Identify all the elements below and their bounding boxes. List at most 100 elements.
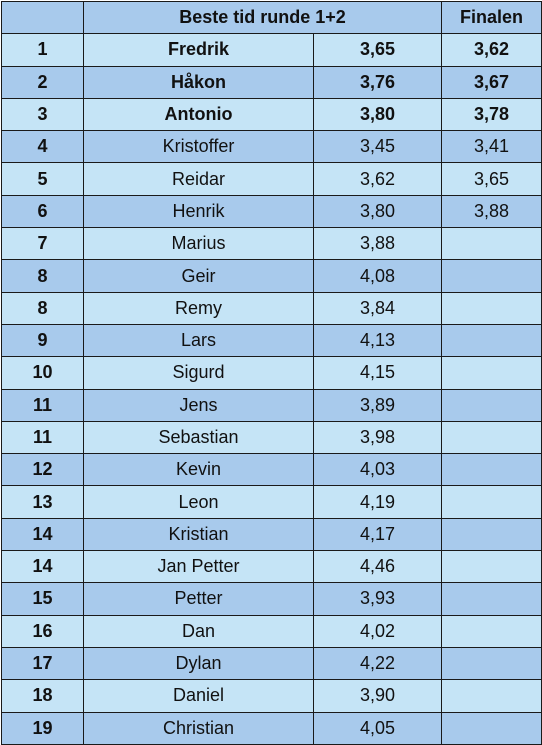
time-cell: 3,62: [313, 162, 442, 196]
time-cell: 3,90: [313, 679, 442, 713]
name-cell: Jan Petter: [83, 550, 314, 584]
header-row: Beste tid runde 1+2 Finalen: [1, 0, 542, 35]
time-cell: 4,22: [313, 646, 442, 681]
final-time-cell: [441, 420, 542, 455]
name-cell: Leon: [83, 485, 314, 519]
rank-cell: 1: [1, 33, 84, 67]
final-time-cell: [441, 227, 542, 261]
time-cell: 3,65: [313, 33, 442, 67]
final-time-cell: [441, 646, 542, 681]
final-time-cell: [441, 614, 542, 648]
time-cell: 3,98: [313, 420, 442, 455]
final-time-cell: [441, 453, 542, 487]
table-row: 7 Marius 3,88: [1, 227, 542, 261]
rank-cell: 3: [1, 97, 84, 132]
final-time-cell: [441, 711, 542, 745]
final-time-cell: [441, 356, 542, 390]
final-time-cell: [441, 259, 542, 293]
final-time-cell: [441, 582, 542, 616]
time-cell: 4,19: [313, 485, 442, 519]
table-row: 4 Kristoffer 3,45 3,41: [1, 130, 542, 164]
name-cell: Fredrik: [83, 33, 314, 67]
table-row: 10 Sigurd 4,15: [1, 356, 542, 390]
rank-cell: 14: [1, 517, 84, 552]
name-cell: Reidar: [83, 162, 314, 196]
name-cell: Lars: [83, 323, 314, 358]
time-cell: 3,89: [313, 388, 442, 422]
header-final: Finalen: [441, 0, 542, 35]
table-row: 16 Dan 4,02: [1, 614, 542, 648]
final-time-cell: 3,65: [441, 162, 542, 196]
rank-cell: 4: [1, 130, 84, 164]
table-row: 5 Reidar 3,62 3,65: [1, 162, 542, 196]
time-cell: 3,76: [313, 65, 442, 99]
final-time-cell: [441, 550, 542, 584]
rank-cell: 9: [1, 323, 84, 358]
header-rank-cell: [1, 0, 84, 35]
final-time-cell: [441, 679, 542, 713]
time-cell: 4,02: [313, 614, 442, 648]
rank-cell: 19: [1, 711, 84, 745]
final-time-cell: [441, 485, 542, 519]
time-cell: 4,17: [313, 517, 442, 552]
rank-cell: 11: [1, 420, 84, 455]
table-row: 8 Geir 4,08: [1, 259, 542, 293]
rank-cell: 17: [1, 646, 84, 681]
rank-cell: 16: [1, 614, 84, 648]
time-cell: 4,03: [313, 453, 442, 487]
time-cell: 3,80: [313, 97, 442, 132]
time-cell: 3,45: [313, 130, 442, 164]
table-row: 15 Petter 3,93: [1, 582, 542, 616]
table-row: 9 Lars 4,13: [1, 323, 542, 358]
table-row: 1 Fredrik 3,65 3,62: [1, 33, 542, 67]
rank-cell: 15: [1, 582, 84, 616]
rank-cell: 8: [1, 259, 84, 293]
name-cell: Marius: [83, 227, 314, 261]
name-cell: Sebastian: [83, 420, 314, 455]
header-best-time: Beste tid runde 1+2: [83, 0, 442, 35]
final-time-cell: [441, 388, 542, 422]
rank-cell: 18: [1, 679, 84, 713]
name-cell: Jens: [83, 388, 314, 422]
table-row: 17 Dylan 4,22: [1, 646, 542, 681]
rank-cell: 10: [1, 356, 84, 390]
table-row: 11 Sebastian 3,98: [1, 420, 542, 455]
final-time-cell: 3,41: [441, 130, 542, 164]
time-cell: 4,05: [313, 711, 442, 745]
rank-cell: 6: [1, 194, 84, 229]
name-cell: Sigurd: [83, 356, 314, 390]
time-cell: 3,80: [313, 194, 442, 229]
name-cell: Daniel: [83, 679, 314, 713]
table-row: 18 Daniel 3,90: [1, 679, 542, 713]
name-cell: Remy: [83, 291, 314, 325]
name-cell: Henrik: [83, 194, 314, 229]
rank-cell: 13: [1, 485, 84, 519]
rank-cell: 11: [1, 388, 84, 422]
table-row: 14 Jan Petter 4,46: [1, 550, 542, 584]
table-row: 13 Leon 4,19: [1, 485, 542, 519]
name-cell: Kristian: [83, 517, 314, 552]
name-cell: Antonio: [83, 97, 314, 132]
rank-cell: 7: [1, 227, 84, 261]
table-row: 14 Kristian 4,17: [1, 517, 542, 552]
table-row: 11 Jens 3,89: [1, 388, 542, 422]
rank-cell: 2: [1, 65, 84, 99]
rank-cell: 14: [1, 550, 84, 584]
rank-cell: 8: [1, 291, 84, 325]
name-cell: Kristoffer: [83, 130, 314, 164]
final-time-cell: 3,78: [441, 97, 542, 132]
name-cell: Håkon: [83, 65, 314, 99]
name-cell: Dan: [83, 614, 314, 648]
final-time-cell: [441, 323, 542, 358]
table-row: 8 Remy 3,84: [1, 291, 542, 325]
rank-cell: 12: [1, 453, 84, 487]
time-cell: 3,88: [313, 227, 442, 261]
time-cell: 4,13: [313, 323, 442, 358]
name-cell: Christian: [83, 711, 314, 745]
time-cell: 4,08: [313, 259, 442, 293]
name-cell: Dylan: [83, 646, 314, 681]
time-cell: 4,15: [313, 356, 442, 390]
final-time-cell: 3,67: [441, 65, 542, 99]
final-time-cell: [441, 291, 542, 325]
